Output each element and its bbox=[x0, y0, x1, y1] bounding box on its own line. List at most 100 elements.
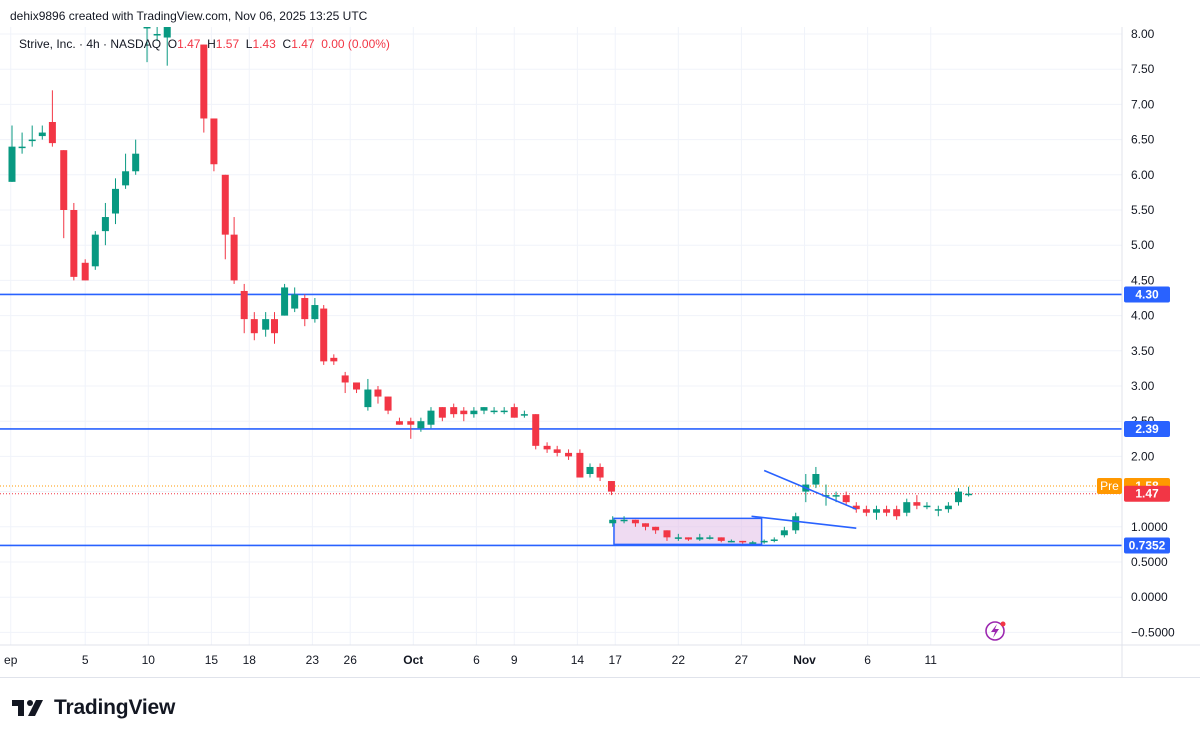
x-tick-label: 22 bbox=[672, 653, 686, 667]
candle-body bbox=[727, 540, 735, 543]
candle-body bbox=[631, 519, 639, 524]
candle-body bbox=[872, 509, 880, 513]
price-dot-lines bbox=[0, 485, 1122, 495]
price-chart[interactable]: 8.00 7.50 7.00 6.50 6.00 5.50 5.00 4.50 4.00 3.50… bbox=[0, 5, 1200, 677]
candle-body bbox=[18, 146, 26, 149]
x-tick-label: 26 bbox=[344, 653, 358, 667]
candle-body bbox=[955, 491, 962, 503]
candle-body bbox=[301, 298, 309, 320]
candle-body bbox=[210, 118, 218, 165]
level-tag-label: 2.39 bbox=[1135, 422, 1159, 436]
candle-body bbox=[480, 407, 488, 411]
candle-body bbox=[427, 410, 435, 425]
candle-body bbox=[717, 537, 725, 541]
candle-body bbox=[320, 308, 328, 362]
open-value: 1.47 bbox=[177, 37, 201, 51]
candle-body bbox=[230, 234, 238, 281]
chart-grid bbox=[0, 27, 1122, 645]
candle-body bbox=[395, 421, 403, 425]
candle-body bbox=[852, 505, 860, 510]
candle-body bbox=[38, 132, 46, 137]
x-tick-label: 15 bbox=[205, 653, 219, 667]
x-tick-label: 17 bbox=[609, 653, 623, 667]
trendline bbox=[763, 469, 857, 510]
x-tick-label: Nov bbox=[793, 653, 816, 667]
level-tag-bg bbox=[1124, 420, 1170, 437]
candle-body bbox=[438, 407, 446, 418]
y-tick-label: 0.0000 bbox=[1131, 590, 1168, 604]
chart-frame[interactable]: 8.00 7.50 7.00 6.50 6.00 5.50 5.00 4.50 4.00 3.50… bbox=[0, 5, 1200, 677]
candle-body bbox=[460, 410, 468, 415]
y-tick-label: 1.0000 bbox=[1131, 520, 1168, 534]
candle-body bbox=[832, 495, 840, 497]
x-tick-label: 5 bbox=[82, 653, 89, 667]
chart-credit: dehix9896 created with TradingView.com, … bbox=[10, 9, 368, 23]
level-tag-bg bbox=[1124, 537, 1170, 554]
last-price-bg bbox=[1124, 485, 1170, 502]
candle-body bbox=[132, 153, 140, 172]
candle-body bbox=[934, 509, 942, 511]
candle-body bbox=[770, 539, 778, 541]
y-tick-label: 3.00 bbox=[1131, 379, 1155, 393]
tradingview-logo[interactable]: TradingView bbox=[12, 696, 175, 720]
candle-body bbox=[490, 410, 498, 413]
candle-body bbox=[200, 44, 208, 119]
x-tick-label: 27 bbox=[735, 653, 749, 667]
candle-body bbox=[565, 452, 573, 457]
candle-body bbox=[674, 537, 682, 539]
candle-body bbox=[576, 452, 584, 478]
candle-body bbox=[417, 421, 425, 429]
y-tick-label: 7.50 bbox=[1131, 62, 1155, 76]
candle-body bbox=[384, 396, 392, 411]
tradingview-logo-icon bbox=[12, 700, 43, 716]
candle-body bbox=[792, 516, 800, 531]
candle-body bbox=[609, 519, 617, 524]
y-tick-label: 5.50 bbox=[1131, 203, 1155, 217]
candle-body bbox=[862, 509, 870, 513]
pre-tag-label: Pre bbox=[1100, 479, 1119, 493]
x-tick-label: 11 bbox=[925, 653, 938, 667]
candle-body bbox=[270, 319, 278, 334]
candle-body bbox=[500, 410, 508, 413]
candle-body bbox=[311, 305, 319, 320]
candle-body bbox=[620, 519, 628, 522]
candle-body bbox=[122, 171, 130, 186]
candle-body bbox=[663, 530, 671, 538]
candle-body bbox=[374, 389, 382, 397]
candle-body bbox=[81, 262, 89, 281]
candle-body bbox=[543, 445, 551, 450]
candle-body bbox=[607, 481, 615, 492]
candle-body bbox=[965, 493, 973, 496]
trendlines bbox=[751, 469, 857, 530]
candle-body bbox=[706, 537, 714, 539]
candle-body bbox=[60, 150, 68, 210]
candle-body bbox=[553, 449, 561, 453]
candle-body bbox=[28, 139, 36, 142]
change-value: 0.00 (0.00%) bbox=[321, 37, 390, 51]
y-tick-label: 2.00 bbox=[1131, 449, 1155, 463]
candle-body bbox=[111, 188, 119, 214]
y-tick-label: 0.5000 bbox=[1131, 555, 1168, 569]
candle-body bbox=[520, 414, 528, 416]
y-tick-label: 7.00 bbox=[1131, 97, 1155, 111]
pre-tag-bg bbox=[1097, 477, 1122, 494]
y-tick-label: 4.00 bbox=[1131, 309, 1155, 323]
candle-body bbox=[780, 530, 788, 536]
level-tag-bg bbox=[1124, 286, 1170, 303]
candle-body bbox=[341, 375, 349, 383]
lightning-icon[interactable] bbox=[985, 621, 1006, 641]
candle-body bbox=[330, 357, 338, 362]
candle-body bbox=[642, 523, 650, 527]
x-tick-label: 9 bbox=[511, 653, 518, 667]
horizontal-levels bbox=[0, 293, 1122, 547]
candle-body bbox=[760, 540, 768, 543]
x-tick-label: 18 bbox=[243, 653, 257, 667]
candle-body bbox=[48, 122, 56, 144]
x-tick-label: 23 bbox=[306, 653, 320, 667]
candle-body bbox=[470, 410, 478, 415]
candle-body bbox=[696, 537, 704, 540]
candle-body bbox=[812, 474, 820, 485]
x-tick-label: 14 bbox=[571, 653, 585, 667]
candle-body bbox=[749, 542, 757, 544]
